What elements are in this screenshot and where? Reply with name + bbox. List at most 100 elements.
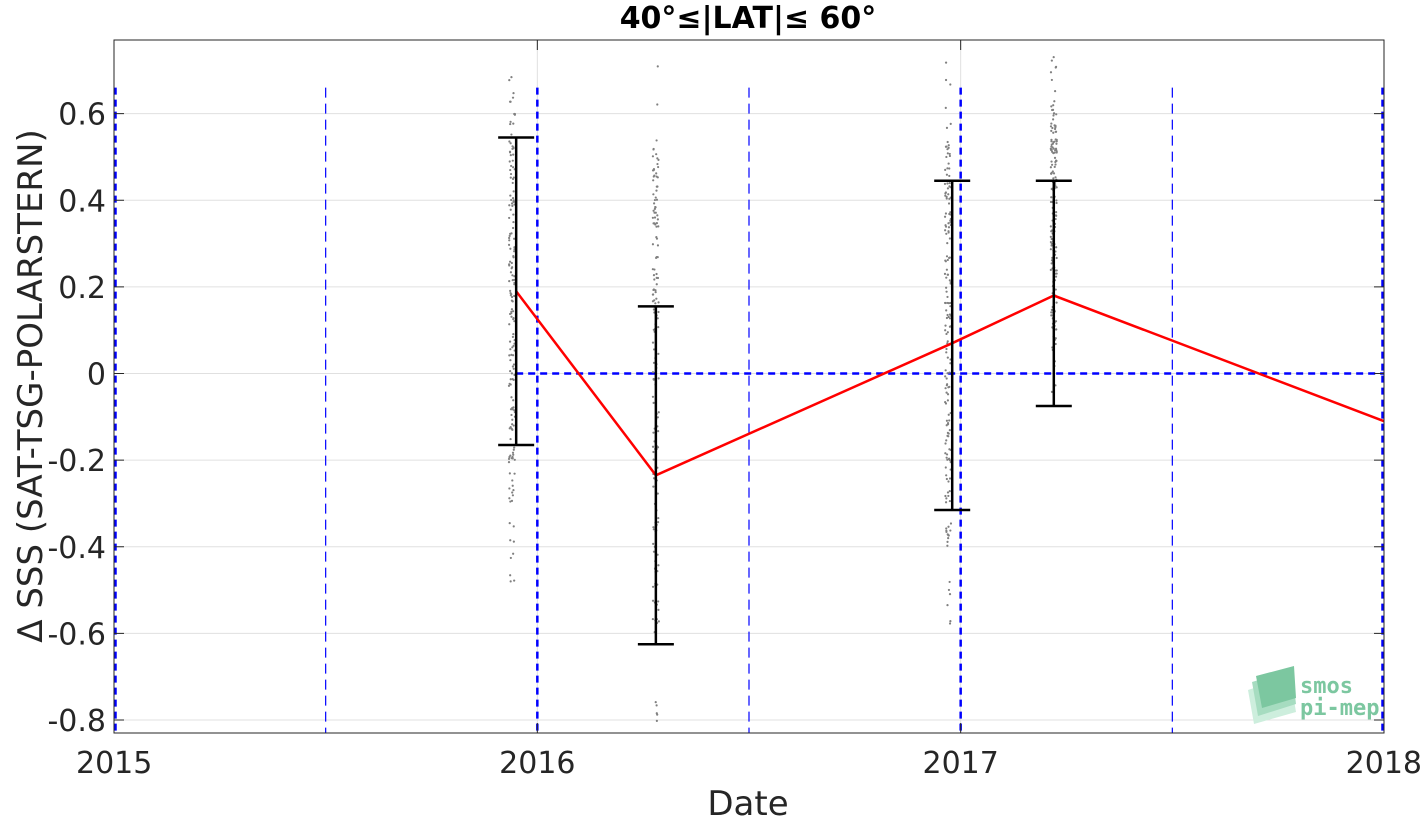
scatter-point bbox=[948, 167, 951, 170]
scatter-point bbox=[1054, 149, 1057, 152]
scatter-point bbox=[508, 280, 511, 283]
scatter-point bbox=[656, 255, 659, 259]
scatter-point bbox=[512, 147, 515, 150]
scatter-point bbox=[948, 279, 951, 282]
scatter-point bbox=[946, 187, 950, 190]
scatter-point bbox=[654, 256, 658, 260]
scatter-point bbox=[656, 103, 659, 106]
scatter-point bbox=[948, 490, 951, 493]
scatter-point bbox=[512, 367, 515, 370]
scatter-point bbox=[508, 260, 512, 263]
scatter-point bbox=[512, 92, 515, 95]
scatter-point bbox=[1049, 235, 1052, 238]
scatter-point bbox=[1050, 160, 1053, 163]
scatter-point bbox=[510, 198, 513, 202]
scatter-point bbox=[947, 302, 950, 305]
scatter-point bbox=[513, 472, 516, 475]
scatter-point bbox=[651, 585, 655, 588]
scatter-point bbox=[947, 193, 950, 196]
scatter-point bbox=[508, 497, 511, 500]
scatter-point bbox=[654, 302, 657, 305]
scatter-point bbox=[949, 211, 952, 214]
scatter-point bbox=[1050, 230, 1053, 233]
scatter-point bbox=[508, 236, 511, 240]
error-bar bbox=[637, 305, 674, 646]
scatter-point bbox=[511, 159, 514, 162]
scatter-point bbox=[946, 167, 949, 170]
scatter-point bbox=[511, 451, 515, 454]
scatter-point bbox=[508, 234, 511, 238]
scatter-point bbox=[1052, 131, 1055, 134]
scatter-point bbox=[652, 401, 655, 404]
scatter-point bbox=[657, 620, 660, 623]
scatter-point bbox=[945, 286, 948, 289]
scatter-point bbox=[1049, 225, 1052, 228]
scatter-point bbox=[945, 351, 948, 354]
scatter-point bbox=[652, 288, 655, 292]
scatter-point bbox=[947, 144, 950, 147]
x-tick-label: 2017 bbox=[922, 746, 998, 781]
scatter-point bbox=[652, 147, 655, 151]
scatter-point bbox=[508, 216, 511, 220]
scatter-point bbox=[1055, 142, 1058, 145]
scatter-point bbox=[947, 480, 950, 483]
scatter-point bbox=[946, 544, 949, 547]
scatter-point bbox=[947, 413, 950, 416]
scatter-point bbox=[511, 226, 515, 230]
scatter-point bbox=[1055, 328, 1058, 331]
scatter-point bbox=[1054, 275, 1058, 278]
scatter-point bbox=[509, 574, 512, 577]
scatter-point bbox=[948, 580, 951, 584]
scatter-point bbox=[509, 208, 512, 211]
error-bar bbox=[498, 136, 535, 447]
scatter-point bbox=[949, 122, 952, 126]
scatter-point bbox=[509, 500, 512, 503]
scatter-point bbox=[509, 378, 512, 381]
logo-text-pimep: pi-mep bbox=[1300, 696, 1379, 721]
scatter-point bbox=[947, 525, 950, 528]
scatter-point bbox=[947, 435, 950, 438]
x-tick-label: 2016 bbox=[499, 746, 575, 781]
y-axis-label: Δ SSS (SAT-TSG-POLARSTERN) bbox=[11, 129, 51, 643]
scatter-point bbox=[654, 223, 657, 226]
scatter-point bbox=[513, 250, 516, 253]
scatter-point bbox=[509, 289, 512, 293]
scatter-point bbox=[652, 450, 655, 454]
x-tick-label: 2015 bbox=[76, 746, 152, 781]
plot-frame bbox=[113, 39, 1385, 734]
scatter-point bbox=[944, 106, 947, 109]
scatter-point bbox=[945, 424, 948, 427]
scatter-point bbox=[947, 162, 950, 165]
scatter-point bbox=[508, 323, 511, 326]
scatter-point bbox=[513, 446, 516, 449]
scatter-point bbox=[945, 477, 948, 481]
scatter-point bbox=[511, 354, 515, 357]
logo-text-smos: smos bbox=[1300, 674, 1353, 699]
scatter-point bbox=[509, 426, 512, 429]
scatter-point bbox=[948, 385, 951, 388]
scatter-point bbox=[1053, 90, 1057, 93]
x-axis-label: Date bbox=[707, 784, 788, 819]
error-bars bbox=[498, 136, 1072, 646]
scatter-point bbox=[949, 619, 952, 623]
scatter-point bbox=[651, 445, 655, 448]
scatter-point bbox=[945, 384, 948, 387]
scatter-point bbox=[948, 622, 952, 625]
scatter-point bbox=[945, 497, 948, 500]
scatter-point bbox=[946, 422, 950, 425]
scatter-point bbox=[656, 244, 660, 247]
scatter-point bbox=[509, 247, 512, 250]
scatter-point bbox=[655, 185, 658, 188]
scatter-point bbox=[945, 456, 948, 459]
scatter-point bbox=[509, 168, 512, 172]
scatter-point bbox=[944, 259, 947, 262]
scatter-point bbox=[944, 145, 948, 148]
logo-icon bbox=[1248, 666, 1296, 724]
scatter-point bbox=[948, 152, 951, 156]
chart-title: 40°≤|LAT|≤ 60° bbox=[620, 1, 877, 36]
scatter-point bbox=[1050, 237, 1053, 241]
scatter-point bbox=[1055, 201, 1058, 205]
scatter-point bbox=[944, 329, 947, 332]
scatter-point bbox=[508, 354, 511, 357]
